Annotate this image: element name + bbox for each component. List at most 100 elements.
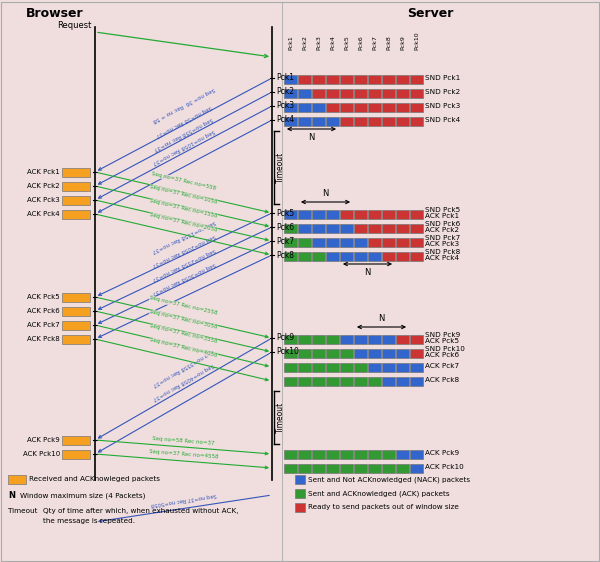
Bar — [312, 238, 325, 247]
Text: Seq no=4058 Rec no=37: Seq no=4058 Rec no=37 — [152, 362, 215, 401]
Bar — [326, 349, 339, 358]
Bar — [8, 475, 26, 484]
Bar — [62, 292, 90, 301]
Text: Pck6: Pck6 — [276, 223, 294, 232]
Bar — [368, 117, 381, 126]
Bar — [382, 377, 395, 386]
Text: Seq no=37 Rec no=558: Seq no=37 Rec no=558 — [151, 171, 216, 191]
Bar — [62, 167, 90, 176]
Bar — [284, 252, 297, 261]
Bar — [368, 89, 381, 98]
Text: Timeout: Timeout — [8, 508, 37, 514]
Bar — [326, 224, 339, 233]
Bar — [354, 117, 367, 126]
Bar — [62, 306, 90, 315]
Text: Seq no= 36  Rec no = 58: Seq no= 36 Rec no = 58 — [152, 87, 215, 124]
Bar — [354, 238, 367, 247]
Bar — [410, 103, 423, 112]
Text: Pck3: Pck3 — [316, 35, 321, 50]
Bar — [354, 252, 367, 261]
Bar — [340, 377, 353, 386]
Text: ACK Pck9: ACK Pck9 — [425, 450, 459, 456]
Bar — [326, 464, 339, 473]
Bar — [326, 335, 339, 344]
Bar — [326, 238, 339, 247]
Bar — [368, 224, 381, 233]
Text: ACK Pck9: ACK Pck9 — [27, 437, 60, 443]
Bar — [326, 450, 339, 459]
Bar — [340, 103, 353, 112]
Text: the message is repeated.: the message is repeated. — [43, 518, 135, 524]
Bar — [396, 450, 409, 459]
Text: Pck10: Pck10 — [414, 31, 419, 50]
Bar — [368, 335, 381, 344]
Bar — [312, 89, 325, 98]
Text: Sent and ACKnowledged (ACK) packets: Sent and ACKnowledged (ACK) packets — [308, 490, 449, 497]
Bar — [326, 117, 339, 126]
Text: Window maximum size (4 Packets): Window maximum size (4 Packets) — [20, 493, 145, 499]
Bar — [340, 117, 353, 126]
Bar — [284, 210, 297, 219]
Bar — [312, 103, 325, 112]
Text: ACK Pck7: ACK Pck7 — [425, 363, 459, 369]
Bar — [382, 224, 395, 233]
Text: SND Pck7
ACK Pck3: SND Pck7 ACK Pck3 — [425, 235, 460, 247]
Text: Pck1: Pck1 — [276, 74, 294, 83]
Bar — [340, 89, 353, 98]
Bar — [298, 450, 311, 459]
Bar — [396, 464, 409, 473]
Bar — [368, 103, 381, 112]
Bar — [340, 349, 353, 358]
Bar — [396, 224, 409, 233]
Text: Seq no=37 Rec no=5058: Seq no=37 Rec no=5058 — [151, 492, 217, 507]
Text: Seq no=37 Rec no=4558: Seq no=37 Rec no=4558 — [149, 449, 218, 460]
Text: Pck5: Pck5 — [344, 35, 349, 50]
Bar — [312, 363, 325, 372]
Bar — [396, 349, 409, 358]
Bar — [382, 210, 395, 219]
Text: Seq no=3558 Rec no=37: Seq no=3558 Rec no=37 — [152, 348, 215, 388]
Text: ACK Pck10: ACK Pck10 — [425, 464, 464, 470]
Bar — [410, 252, 423, 261]
Text: Pck7: Pck7 — [372, 35, 377, 50]
Text: ACK Pck3: ACK Pck3 — [27, 197, 60, 203]
Bar — [312, 75, 325, 84]
Text: N: N — [379, 314, 385, 323]
Text: SND Pck4: SND Pck4 — [425, 117, 460, 123]
Bar — [312, 117, 325, 126]
Text: Seq no=37 Rec no=2558: Seq no=37 Rec no=2558 — [149, 296, 218, 316]
Text: ACK Pck8: ACK Pck8 — [425, 377, 459, 383]
Text: Pck5: Pck5 — [276, 209, 294, 217]
Bar — [284, 117, 297, 126]
Text: SND Pck8
ACK Pck4: SND Pck8 ACK Pck4 — [425, 249, 460, 261]
Bar — [368, 75, 381, 84]
Text: Sent and Not ACKnowledged (NACK) packets: Sent and Not ACKnowledged (NACK) packets — [308, 476, 470, 483]
Text: Ready to send packets out of window size: Ready to send packets out of window size — [308, 505, 459, 510]
Bar — [396, 75, 409, 84]
Text: Seq no=2058 Rec no=37: Seq no=2058 Rec no=37 — [151, 233, 216, 268]
Bar — [368, 450, 381, 459]
Bar — [326, 363, 339, 372]
Bar — [298, 210, 311, 219]
Bar — [312, 210, 325, 219]
Text: SND Pck6
ACK Pck2: SND Pck6 ACK Pck2 — [425, 221, 460, 233]
Bar — [368, 210, 381, 219]
Text: Seq no=37 Rec no=1558: Seq no=37 Rec no=1558 — [149, 198, 218, 219]
Bar — [340, 363, 353, 372]
Bar — [396, 117, 409, 126]
Bar — [62, 182, 90, 191]
Text: Pck3: Pck3 — [276, 102, 294, 111]
Text: N: N — [364, 268, 371, 277]
Bar — [62, 210, 90, 219]
Bar — [410, 224, 423, 233]
Bar — [354, 89, 367, 98]
Text: Pck1: Pck1 — [288, 35, 293, 50]
Bar — [326, 89, 339, 98]
Bar — [410, 75, 423, 84]
Bar — [410, 210, 423, 219]
Text: Pck7: Pck7 — [276, 237, 294, 246]
Bar — [62, 334, 90, 343]
Bar — [295, 489, 305, 498]
Bar — [298, 224, 311, 233]
Bar — [284, 238, 297, 247]
